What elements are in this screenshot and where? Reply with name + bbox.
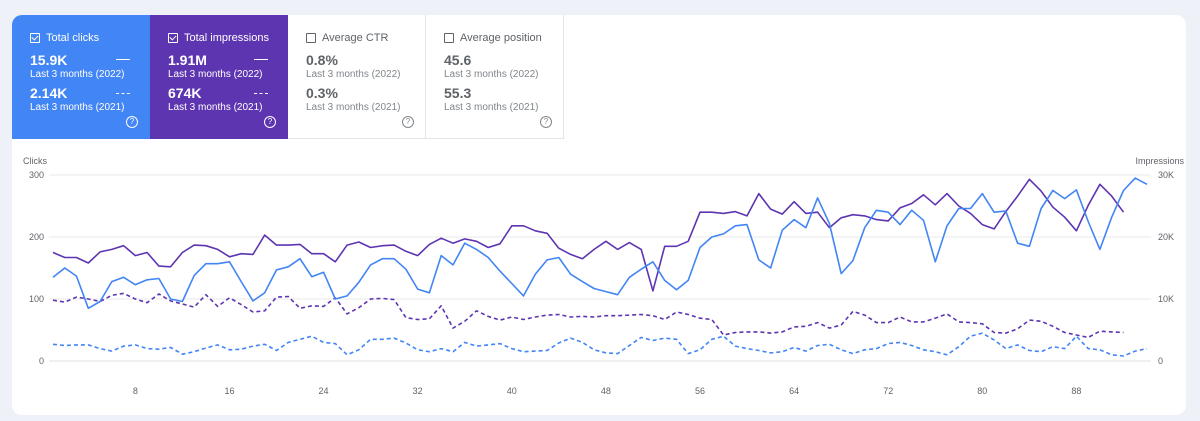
x-tick-label: 8 <box>133 386 138 396</box>
dashed-line-legend-icon <box>116 93 130 94</box>
metric-label: Average CTR <box>322 32 389 44</box>
period-label-2022: Last 3 months (2022) <box>444 69 539 80</box>
help-icon[interactable]: ? <box>264 116 276 128</box>
metric-tile-average-position[interactable]: Average position 45.6 Last 3 months (202… <box>426 15 564 139</box>
series-line-total-impressions-2021 <box>52 292 1124 339</box>
left-axis-label: Clicks <box>23 156 47 166</box>
checkbox-checked-icon[interactable] <box>168 33 178 43</box>
right-tick-label: 0 <box>1158 356 1163 366</box>
metric-value-2021: 0.3% <box>306 85 338 101</box>
metric-header: Total clicks <box>30 31 150 45</box>
metric-tile-total-clicks[interactable]: Total clicks 15.9K Last 3 months (2022) … <box>12 15 150 139</box>
x-tick-label: 88 <box>1071 386 1081 396</box>
period-label-2021: Last 3 months (2021) <box>306 102 401 113</box>
metric-header: Average position <box>444 31 563 45</box>
x-tick-label: 32 <box>413 386 423 396</box>
metric-header: Average CTR <box>306 31 425 45</box>
metric-value-2022: 15.9K <box>30 52 68 68</box>
metric-label: Total impressions <box>184 32 269 44</box>
x-tick-label: 24 <box>319 386 329 396</box>
checkbox-unchecked-icon[interactable] <box>444 33 454 43</box>
metric-value-2022: 0.8% <box>306 52 338 68</box>
value-row-2021: 55.3 <box>444 85 563 101</box>
right-tick-label: 10K <box>1158 294 1174 304</box>
help-icon[interactable]: ? <box>126 116 138 128</box>
period-label-2022: Last 3 months (2022) <box>168 69 263 80</box>
dashed-line-legend-icon <box>254 93 268 94</box>
value-row-2022: 1.91M <box>168 52 288 68</box>
metric-value-2021: 2.14K <box>30 85 68 101</box>
value-row-2022: 0.8% <box>306 52 425 68</box>
value-row-2021: 2.14K <box>30 85 150 101</box>
metric-tile-total-impressions[interactable]: Total impressions 1.91M Last 3 months (2… <box>150 15 288 139</box>
metric-value-2022: 45.6 <box>444 52 472 68</box>
x-tick-label: 80 <box>977 386 987 396</box>
x-tick-label: 48 <box>601 386 611 396</box>
metric-value-2021: 674K <box>168 85 202 101</box>
series-line-total-clicks-2022 <box>52 177 1148 310</box>
series-line-total-impressions-2022 <box>52 178 1125 292</box>
solid-line-legend-icon <box>116 59 130 60</box>
x-tick-label: 40 <box>507 386 517 396</box>
period-label-2021: Last 3 months (2021) <box>444 102 539 113</box>
metric-label: Average position <box>460 32 542 44</box>
help-icon[interactable]: ? <box>540 116 552 128</box>
left-tick-label: 300 <box>29 170 44 180</box>
value-row-2021: 674K <box>168 85 288 101</box>
right-tick-label: 20K <box>1158 232 1174 242</box>
left-tick-label: 0 <box>39 356 44 366</box>
period-label-2021: Last 3 months (2021) <box>168 102 263 113</box>
solid-line-legend-icon <box>254 59 268 60</box>
right-tick-label: 30K <box>1158 170 1174 180</box>
period-label-2021: Last 3 months (2021) <box>30 102 125 113</box>
x-tick-label: 64 <box>789 386 799 396</box>
right-axis-label: Impressions <box>1135 156 1184 166</box>
metric-header: Total impressions <box>168 31 288 45</box>
checkbox-checked-icon[interactable] <box>30 33 40 43</box>
left-tick-label: 100 <box>29 294 44 304</box>
help-icon[interactable]: ? <box>402 116 414 128</box>
checkbox-unchecked-icon[interactable] <box>306 33 316 43</box>
period-label-2022: Last 3 months (2022) <box>30 69 125 80</box>
value-row-2022: 45.6 <box>444 52 563 68</box>
x-tick-label: 72 <box>883 386 893 396</box>
metric-label: Total clicks <box>46 32 100 44</box>
value-row-2021: 0.3% <box>306 85 425 101</box>
value-row-2022: 15.9K <box>30 52 150 68</box>
series-line-total-clicks-2021 <box>52 332 1148 357</box>
performance-line-chart: 300 30K 200 20K 100 10K 0 0 Clicks Impressions 8 16… <box>23 156 1185 396</box>
period-label-2022: Last 3 months (2022) <box>306 69 401 80</box>
left-tick-label: 200 <box>29 232 44 242</box>
x-tick-label: 16 <box>224 386 234 396</box>
metric-value-2022: 1.91M <box>168 52 207 68</box>
x-tick-label: 56 <box>695 386 705 396</box>
metric-tile-average-ctr[interactable]: Average CTR 0.8% Last 3 months (2022) 0.… <box>288 15 426 139</box>
metric-value-2021: 55.3 <box>444 85 472 101</box>
performance-card: Total clicks 15.9K Last 3 months (2022) … <box>12 15 1186 415</box>
